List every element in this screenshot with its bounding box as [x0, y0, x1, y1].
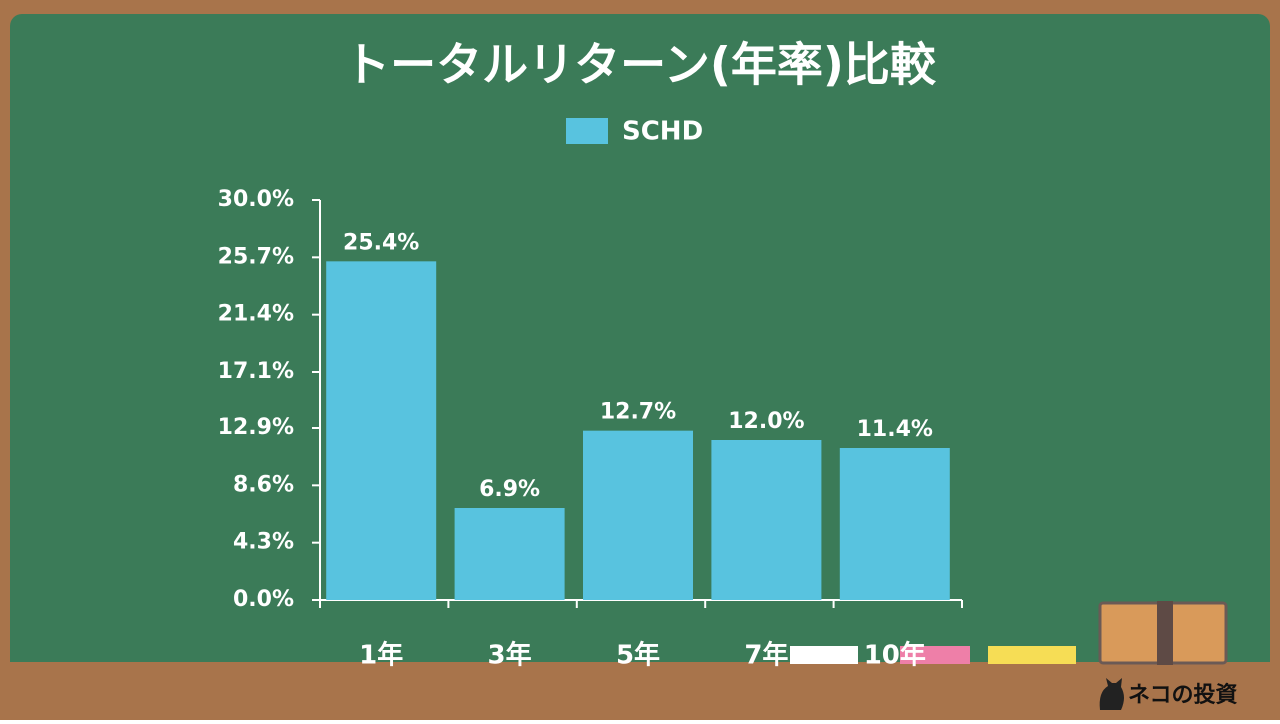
chalk — [790, 646, 858, 664]
chart-title: トータルリターン(年率)比較 — [344, 38, 937, 92]
y-tick-label: 0.0% — [233, 587, 294, 612]
bar — [326, 261, 437, 600]
bar — [711, 440, 822, 600]
legend-label: SCHD — [622, 117, 703, 147]
x-tick-label: 10年 — [864, 640, 926, 671]
bar — [839, 448, 950, 600]
y-tick-label: 21.4% — [218, 302, 294, 327]
x-tick-label: 5年 — [616, 640, 660, 671]
x-tick-label: 1年 — [359, 640, 403, 671]
value-label: 12.7% — [600, 400, 676, 425]
legend-swatch — [566, 118, 608, 144]
chalk — [900, 646, 970, 664]
watermark: ネコの投資 — [1128, 682, 1238, 708]
y-tick-label: 4.3% — [233, 530, 294, 555]
y-tick-label: 30.0% — [218, 187, 294, 212]
value-label: 11.4% — [857, 417, 933, 442]
ledge — [0, 662, 1280, 720]
value-label: 25.4% — [343, 230, 419, 255]
y-tick-label: 12.9% — [218, 415, 294, 440]
value-label: 6.9% — [479, 477, 540, 502]
y-tick-label: 25.7% — [218, 244, 294, 269]
bar — [454, 508, 565, 600]
cat-icon — [1099, 678, 1124, 710]
eraser-strap — [1157, 601, 1173, 665]
x-tick-label: 3年 — [488, 640, 532, 671]
y-tick-label: 8.6% — [233, 472, 294, 497]
x-tick-label: 7年 — [744, 640, 788, 671]
y-tick-label: 17.1% — [218, 359, 294, 384]
bar — [583, 430, 693, 600]
board — [10, 14, 1270, 674]
value-label: 12.0% — [728, 409, 804, 434]
chalk — [988, 646, 1076, 664]
